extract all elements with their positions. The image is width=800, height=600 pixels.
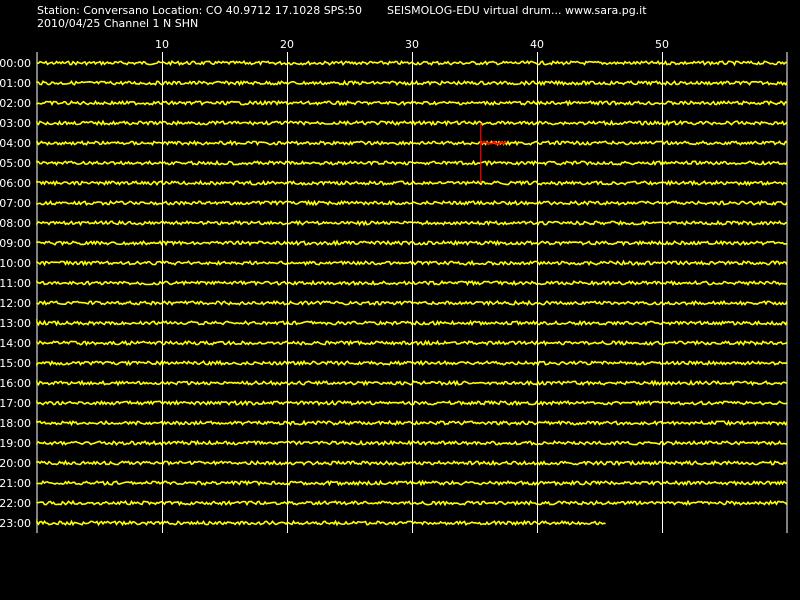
trace-line xyxy=(36,179,788,187)
hour-label: 14:00 xyxy=(0,337,31,350)
grid-lines xyxy=(36,52,788,533)
trace-line xyxy=(36,199,788,207)
trace-line xyxy=(36,339,788,347)
hour-label: 01:00 xyxy=(0,77,31,90)
x-axis-tick-labels: 10 20 30 40 50 xyxy=(155,38,669,51)
hour-label: 07:00 xyxy=(0,197,31,210)
trace-line xyxy=(36,419,788,427)
x-tick-label: 40 xyxy=(530,38,544,51)
hour-label: 20:00 xyxy=(0,457,31,470)
hour-labels: 00:00 01:00 02:00 03:00 04:00 05:00 06:00 07:00… xyxy=(0,57,31,530)
hour-label: 12:00 xyxy=(0,297,31,310)
hour-label: 00:00 xyxy=(0,57,31,70)
hour-label: 04:00 xyxy=(0,137,31,150)
trace-line xyxy=(36,99,788,107)
app-title-label: SEISMOLOG-EDU virtual drum... www.sara.p… xyxy=(387,4,647,17)
trace-line xyxy=(36,499,788,507)
event-markers xyxy=(479,123,507,183)
trace-line xyxy=(36,59,788,67)
x-tick-label: 30 xyxy=(405,38,419,51)
hour-label: 16:00 xyxy=(0,377,31,390)
x-tick-label: 20 xyxy=(280,38,294,51)
hour-label: 23:00 xyxy=(0,517,31,530)
trace-line xyxy=(36,479,788,487)
trace-line xyxy=(36,318,788,327)
hour-label: 17:00 xyxy=(0,397,31,410)
hour-label: 19:00 xyxy=(0,437,31,450)
trace-line xyxy=(36,159,788,167)
event-trace xyxy=(479,140,507,146)
hour-label: 18:00 xyxy=(0,417,31,430)
station-info-label: Station: Conversano Location: CO 40.9712… xyxy=(37,4,362,17)
trace-line xyxy=(36,379,788,387)
hour-label: 10:00 xyxy=(0,257,31,270)
trace-line xyxy=(36,119,788,127)
hour-label: 02:00 xyxy=(0,97,31,110)
hour-label: 15:00 xyxy=(0,357,31,370)
trace-line xyxy=(36,439,788,447)
trace-line xyxy=(36,219,788,227)
hour-label: 13:00 xyxy=(0,317,31,330)
trace-rows xyxy=(36,59,788,527)
trace-line xyxy=(36,259,788,267)
x-tick-label: 10 xyxy=(155,38,169,51)
hour-label: 09:00 xyxy=(0,237,31,250)
hour-label: 11:00 xyxy=(0,277,31,290)
trace-line xyxy=(36,459,788,467)
hour-label: 08:00 xyxy=(0,217,31,230)
trace-line xyxy=(36,279,788,287)
hour-label: 21:00 xyxy=(0,477,31,490)
trace-line xyxy=(36,299,788,307)
date-channel-label: 2010/04/25 Channel 1 N SHN xyxy=(37,17,198,30)
hour-label: 22:00 xyxy=(0,497,31,510)
x-tick-label: 50 xyxy=(655,38,669,51)
trace-line xyxy=(36,79,788,87)
hour-label: 05:00 xyxy=(0,157,31,170)
trace-line xyxy=(36,239,788,247)
trace-line xyxy=(36,399,788,407)
hour-label: 03:00 xyxy=(0,117,31,130)
trace-line xyxy=(36,519,606,527)
trace-line xyxy=(36,359,788,367)
hour-label: 06:00 xyxy=(0,177,31,190)
trace-line xyxy=(36,139,788,147)
